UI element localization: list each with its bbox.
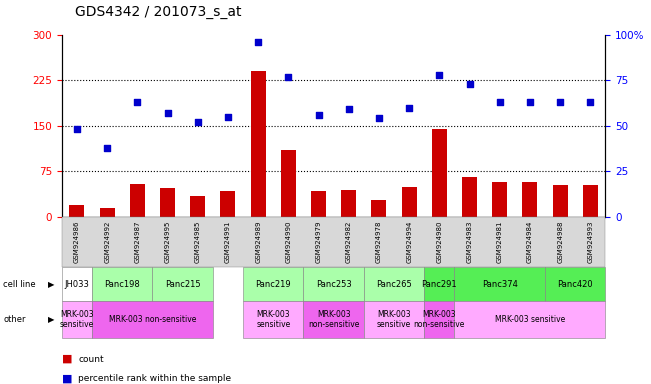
Bar (492, 182, 507, 217)
Text: GSM924990: GSM924990 (285, 221, 292, 263)
Bar (371, 200, 387, 217)
Point (434, 72, 445, 78)
Bar (281, 150, 296, 217)
Text: MRK-003
sensitive: MRK-003 sensitive (256, 310, 290, 329)
Text: GSM924980: GSM924980 (436, 221, 442, 263)
Point (283, 73, 294, 79)
Bar (100, 209, 115, 217)
Text: Panc198: Panc198 (104, 280, 140, 289)
Text: GSM924991: GSM924991 (225, 221, 231, 263)
Bar (130, 184, 145, 217)
Text: GSM924987: GSM924987 (134, 221, 141, 263)
Text: GSM924992: GSM924992 (104, 221, 110, 263)
Point (102, 145, 113, 151)
Text: percentile rank within the sample: percentile rank within the sample (78, 374, 231, 383)
Text: MRK-003
non-sensitive: MRK-003 non-sensitive (308, 310, 359, 329)
Text: Panc420: Panc420 (557, 280, 593, 289)
Point (132, 99, 143, 105)
Text: ■: ■ (62, 354, 72, 364)
Text: MRK-003 sensitive: MRK-003 sensitive (495, 315, 565, 324)
Text: cell line: cell line (3, 280, 36, 289)
Text: Panc219: Panc219 (255, 280, 291, 289)
Point (72, 126, 82, 132)
Bar (160, 189, 175, 217)
Text: JH033: JH033 (64, 280, 89, 289)
Text: GSM924978: GSM924978 (376, 221, 382, 263)
Text: GSM924982: GSM924982 (346, 221, 352, 263)
Point (162, 110, 173, 116)
Text: GSM924994: GSM924994 (406, 221, 412, 263)
Point (193, 119, 203, 125)
Text: Panc253: Panc253 (316, 280, 352, 289)
Point (374, 116, 384, 122)
Bar (553, 185, 568, 217)
Bar (432, 129, 447, 217)
Point (585, 99, 596, 105)
Text: GSM924989: GSM924989 (255, 221, 261, 263)
Bar (522, 182, 538, 217)
Text: MRK-003
non-sensitive: MRK-003 non-sensitive (413, 310, 465, 329)
Text: MRK-003
sensitive: MRK-003 sensitive (377, 310, 411, 329)
Text: other: other (3, 315, 26, 324)
Point (344, 106, 354, 113)
Point (404, 104, 414, 111)
Point (253, 39, 264, 45)
Text: GSM924984: GSM924984 (527, 221, 533, 263)
Text: ▶: ▶ (48, 280, 54, 289)
Text: GSM924979: GSM924979 (316, 221, 322, 263)
Text: GSM924981: GSM924981 (497, 221, 503, 263)
Bar (583, 185, 598, 217)
Bar (402, 187, 417, 217)
Point (555, 99, 565, 105)
Point (464, 81, 475, 87)
Bar (190, 196, 205, 217)
Text: GSM924988: GSM924988 (557, 221, 563, 263)
Text: GSM924983: GSM924983 (467, 221, 473, 263)
Point (495, 99, 505, 105)
Bar (221, 192, 236, 217)
Text: Panc374: Panc374 (482, 280, 518, 289)
Text: MRK-003
sensitive: MRK-003 sensitive (60, 310, 94, 329)
Text: GDS4342 / 201073_s_at: GDS4342 / 201073_s_at (75, 5, 242, 19)
Text: Panc291: Panc291 (421, 280, 457, 289)
Bar (70, 205, 85, 217)
Bar (251, 71, 266, 217)
Point (313, 112, 324, 118)
Text: ▶: ▶ (48, 315, 54, 324)
Text: ■: ■ (62, 373, 72, 383)
Text: Panc265: Panc265 (376, 280, 412, 289)
Text: MRK-003 non-sensitive: MRK-003 non-sensitive (109, 315, 196, 324)
Text: GSM924986: GSM924986 (74, 221, 80, 263)
Text: GSM924985: GSM924985 (195, 221, 201, 263)
Point (223, 114, 233, 120)
Bar (462, 177, 477, 217)
Point (525, 99, 535, 105)
Bar (311, 192, 326, 217)
Text: GSM924993: GSM924993 (587, 221, 593, 263)
Text: Panc215: Panc215 (165, 280, 201, 289)
Bar (341, 190, 356, 217)
Text: count: count (78, 354, 104, 364)
Text: GSM924995: GSM924995 (165, 221, 171, 263)
